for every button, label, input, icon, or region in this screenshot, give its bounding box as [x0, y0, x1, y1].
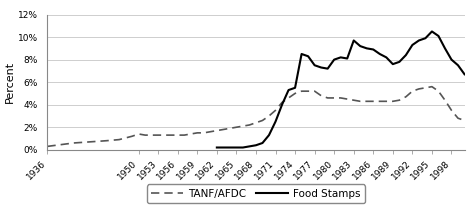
TANF/AFDC	[325, 97, 330, 99]
TANF/AFDC	[305, 90, 311, 92]
TANF/AFDC	[429, 85, 435, 88]
Line: TANF/AFDC: TANF/AFDC	[47, 87, 465, 146]
Food Stamps	[422, 37, 428, 40]
Legend: TANF/AFDC, Food Stamps: TANF/AFDC, Food Stamps	[147, 184, 365, 203]
Food Stamps	[455, 64, 461, 67]
Food Stamps	[357, 45, 363, 47]
Food Stamps	[338, 56, 344, 59]
Food Stamps	[377, 53, 383, 55]
TANF/AFDC	[462, 119, 467, 122]
Food Stamps	[214, 146, 219, 149]
X-axis label: Year: Year	[242, 184, 270, 194]
Food Stamps	[312, 64, 318, 67]
Food Stamps	[260, 142, 265, 144]
TANF/AFDC	[45, 145, 50, 148]
Line: Food Stamps: Food Stamps	[217, 31, 465, 147]
Food Stamps	[462, 73, 467, 76]
Food Stamps	[390, 63, 396, 65]
Food Stamps	[351, 39, 356, 42]
Y-axis label: Percent: Percent	[5, 61, 15, 103]
Food Stamps	[240, 146, 246, 149]
Food Stamps	[429, 30, 435, 33]
Food Stamps	[273, 120, 278, 123]
Food Stamps	[234, 146, 239, 149]
Food Stamps	[220, 146, 226, 149]
Food Stamps	[299, 53, 304, 55]
Food Stamps	[325, 67, 330, 70]
Food Stamps	[227, 146, 233, 149]
Food Stamps	[383, 56, 389, 59]
Food Stamps	[253, 144, 259, 146]
Food Stamps	[344, 57, 350, 60]
Food Stamps	[305, 55, 311, 57]
Food Stamps	[396, 61, 402, 63]
Food Stamps	[246, 145, 252, 148]
Food Stamps	[436, 35, 441, 37]
TANF/AFDC	[234, 126, 239, 129]
TANF/AFDC	[338, 97, 344, 99]
Food Stamps	[442, 47, 448, 50]
Food Stamps	[364, 47, 370, 50]
Food Stamps	[403, 54, 409, 56]
Food Stamps	[292, 87, 298, 89]
Food Stamps	[286, 89, 292, 91]
Food Stamps	[279, 103, 285, 106]
Food Stamps	[331, 58, 337, 61]
Food Stamps	[266, 134, 272, 136]
Food Stamps	[370, 48, 376, 51]
TANF/AFDC	[71, 142, 76, 144]
Food Stamps	[448, 58, 454, 61]
TANF/AFDC	[377, 100, 383, 103]
Food Stamps	[318, 66, 324, 69]
Food Stamps	[410, 44, 415, 46]
Food Stamps	[416, 39, 422, 42]
